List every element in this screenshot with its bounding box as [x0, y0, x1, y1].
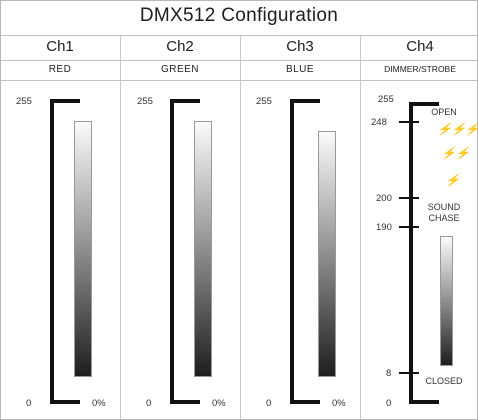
sound-label: SOUND: [427, 202, 461, 212]
intensity-gradient-bar: [318, 131, 336, 377]
channel-label: RED: [48, 64, 72, 75]
range-bracket-bottom: [170, 400, 200, 404]
tick-label: 8: [386, 368, 392, 379]
range-bracket: [290, 99, 294, 404]
channel-name: Ch1: [46, 38, 74, 55]
range-bracket-top: [170, 99, 200, 103]
chase-label: CHASE: [428, 213, 460, 223]
tick-190: [399, 226, 419, 228]
tick-label: 248: [371, 117, 387, 128]
channel-name: Ch2: [166, 38, 194, 55]
channel-name: Ch3: [286, 38, 314, 55]
percent-label: 0%: [92, 398, 106, 409]
tick-200: [399, 197, 419, 199]
min-value-label: 0: [146, 398, 152, 409]
max-value-label: 255: [256, 96, 272, 107]
open-label: OPEN: [431, 107, 457, 117]
channel-label: BLUE: [285, 64, 315, 75]
column-divider: [360, 36, 361, 420]
closed-label: CLOSED: [425, 376, 463, 386]
tick-8: [399, 372, 419, 374]
range-bracket-top: [409, 102, 439, 106]
channel-name: Ch4: [406, 38, 434, 55]
dimmer-gradient-bar: [440, 236, 453, 366]
intensity-gradient-bar: [74, 121, 92, 377]
range-bracket-top: [50, 99, 80, 103]
slow-strobe-icon: ⚡: [445, 173, 460, 187]
range-bracket: [50, 99, 54, 404]
tick-label: 190: [376, 222, 392, 233]
range-bracket: [409, 102, 413, 404]
channel-label-divider: [0, 80, 478, 81]
min-value-label: 0: [266, 398, 272, 409]
min-value-label: 0: [386, 398, 392, 409]
max-value-label: 255: [137, 96, 153, 107]
max-value-label: 255: [16, 96, 32, 107]
tick-248: [399, 121, 419, 123]
max-value-label: 255: [378, 94, 394, 105]
range-bracket: [170, 99, 174, 404]
diagram-title: DMX512 Configuration: [139, 5, 339, 26]
tick-label: 200: [376, 193, 392, 204]
medium-strobe-icon: ⚡⚡: [441, 146, 470, 160]
column-divider: [120, 36, 121, 420]
fast-strobe-icon: ⚡⚡⚡: [437, 122, 478, 136]
title-divider: [0, 35, 478, 36]
column-divider: [240, 36, 241, 420]
range-bracket-top: [290, 99, 320, 103]
channel-label: DIMMER/STROBE: [384, 64, 456, 74]
percent-label: 0%: [212, 398, 226, 409]
min-value-label: 0: [26, 398, 32, 409]
range-bracket-bottom: [50, 400, 80, 404]
intensity-gradient-bar: [194, 121, 212, 377]
channel-label: GREEN: [160, 64, 200, 75]
range-bracket-bottom: [290, 400, 320, 404]
range-bracket-bottom: [409, 400, 439, 404]
channel-name-divider: [0, 60, 478, 61]
percent-label: 0%: [332, 398, 346, 409]
